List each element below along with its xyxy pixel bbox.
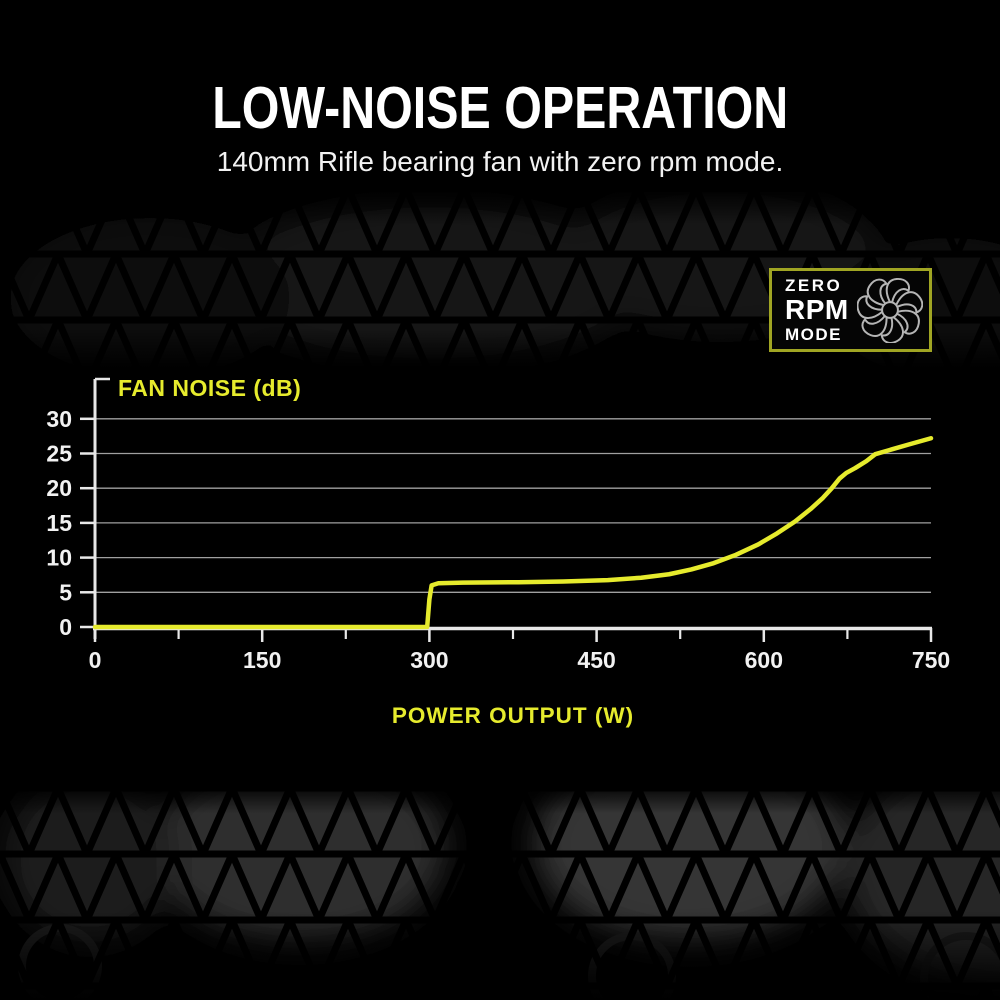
page-subtitle: 140mm Rifle bearing fan with zero rpm mo… [216,146,784,177]
grille-texture-bottom [0,788,1000,1000]
chart-xlabel: POWER OUTPUT (W) [392,703,634,728]
page-title: LOW-NOISE OPERATION [0,74,1000,142]
y-tick-label: 30 [46,406,72,432]
y-tick-label: 15 [46,510,72,536]
grid-lines [95,418,931,593]
y-tick-label: 20 [46,475,72,501]
y-axis-ticks-labels: 0 5 10 15 20 25 30 [46,406,95,640]
y-tick-label: 25 [46,441,72,467]
badge-line-rpm: RPM [785,294,849,325]
badge-line-mode: MODE [785,325,842,344]
y-tick-label: 0 [59,614,72,640]
x-tick-label: 0 [89,647,102,673]
chart-title: FAN NOISE (dB) [118,375,301,401]
badge-line-zero: ZERO [785,276,843,295]
x-tick-label: 300 [410,647,448,673]
x-tick-label: 150 [243,647,281,673]
fan-icon [856,277,923,343]
x-tick-label: 600 [745,647,783,673]
badge-text: ZERO RPM MODE [785,277,849,343]
page-title-text: LOW-NOISE OPERATION [211,75,788,141]
y-tick-label: 5 [59,579,72,605]
x-tick-label: 750 [912,647,950,673]
axes [93,377,932,639]
fan-noise-line [92,435,934,630]
x-axis-ticks-labels: 0 150 300 450 600 750 [89,628,950,673]
y-tick-label: 10 [46,545,72,571]
x-tick-label: 450 [577,647,615,673]
zero-rpm-mode-badge: ZERO RPM MODE [769,268,932,352]
